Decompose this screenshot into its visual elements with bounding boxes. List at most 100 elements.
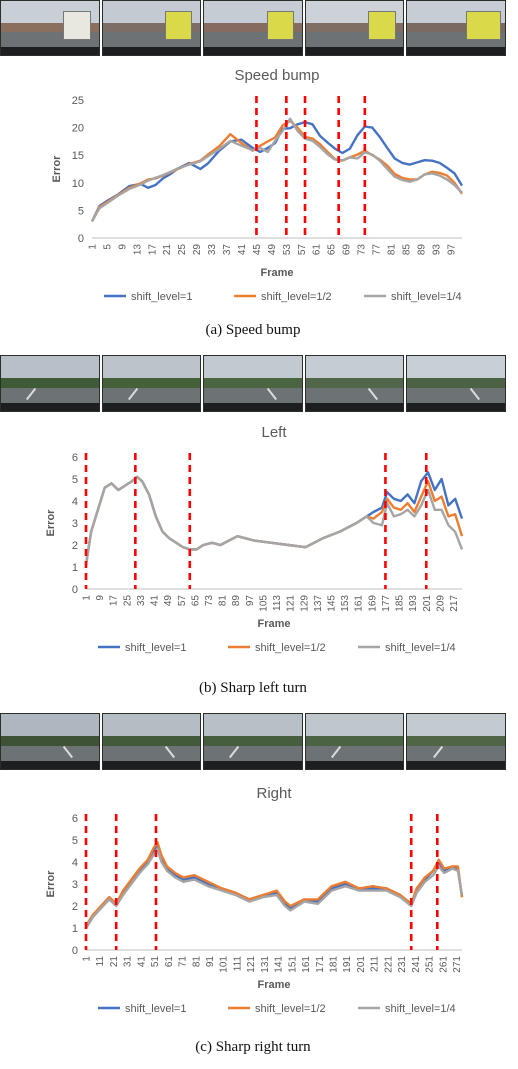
x-tick-label: 185: [395, 595, 406, 612]
x-tick-label: 113: [272, 595, 283, 611]
legend-label: shift_level=1/4: [385, 642, 456, 654]
x-tick-label: 177: [381, 595, 392, 612]
x-tick-label: 111: [232, 956, 243, 972]
y-axis-label: Error: [45, 870, 57, 898]
legend-label: shift_level=1: [125, 642, 186, 654]
x-tick-label: 193: [408, 595, 419, 612]
x-tick-label: 9: [95, 595, 106, 601]
x-tick-label: 49: [163, 595, 174, 607]
y-tick-label: 4: [72, 857, 78, 869]
legend-label: shift_level=1/4: [391, 291, 462, 303]
x-tick-label: 81: [218, 595, 229, 607]
x-tick-label: 5: [102, 244, 113, 250]
x-tick-label: 97: [446, 244, 457, 256]
series-line-2: [84, 475, 464, 565]
x-tick-label: 73: [204, 595, 215, 607]
x-tick-label: 201: [356, 956, 367, 973]
y-axis-label: Error: [45, 509, 57, 537]
x-tick-label: 49: [267, 244, 278, 256]
x-tick-label: 91: [205, 956, 216, 968]
x-tick-label: 141: [274, 956, 285, 973]
x-tick-label: 33: [136, 595, 147, 607]
y-tick-label: 0: [78, 233, 84, 245]
x-tick-label: 57: [297, 244, 308, 256]
x-tick-label: 17: [147, 244, 158, 256]
video-frame: [0, 0, 100, 56]
series-line-3: [84, 475, 464, 565]
video-frame: [0, 355, 100, 412]
video-frame: [406, 713, 506, 770]
x-tick-label: 57: [177, 595, 188, 607]
video-frame: [304, 0, 405, 56]
video-frame: [203, 355, 303, 412]
x-tick-label: 121: [286, 595, 297, 612]
x-tick-label: 29: [192, 244, 203, 256]
x-tick-label: 137: [313, 595, 324, 612]
x-tick-label: 105: [258, 595, 269, 612]
y-tick-label: 5: [78, 205, 84, 217]
video-frame: [101, 0, 202, 56]
x-tick-label: 101: [219, 956, 230, 973]
x-tick-label: 51: [150, 956, 161, 968]
caption-right: (c) Sharp right turn: [195, 1039, 311, 1055]
x-tick-label: 81: [191, 956, 202, 968]
x-tick-label: 45: [252, 244, 263, 256]
video-frame: [304, 713, 405, 770]
x-tick-label: 221: [383, 956, 394, 973]
y-tick-label: 25: [72, 95, 84, 107]
x-tick-label: 25: [122, 595, 133, 607]
x-tick-label: 21: [162, 244, 173, 256]
y-tick-label: 3: [72, 518, 78, 530]
series-line-1: [84, 845, 464, 929]
series-line-2: [84, 840, 464, 927]
x-tick-label: 41: [150, 595, 161, 607]
legend-label: shift_level=1: [131, 291, 192, 303]
x-tick-label: 85: [401, 244, 412, 256]
x-tick-label: 121: [246, 956, 257, 973]
x-tick-label: 251: [425, 956, 436, 973]
x-tick-label: 53: [282, 244, 293, 256]
frame-strip-speed-bump: [0, 0, 506, 56]
legend-label: shift_level=1: [125, 1003, 186, 1015]
x-tick-label: 73: [357, 244, 368, 256]
y-tick-label: 0: [72, 584, 78, 596]
x-tick-label: 1: [82, 595, 93, 601]
x-tick-label: 21: [109, 956, 120, 968]
y-tick-label: 1: [72, 923, 78, 935]
x-tick-label: 191: [342, 956, 353, 973]
y-axis-label: Error: [51, 155, 63, 183]
video-frame: [0, 713, 100, 770]
x-axis-label: Frame: [260, 267, 293, 279]
series-line-1: [84, 471, 464, 565]
video-frame: [406, 0, 506, 56]
x-tick-label: 69: [342, 244, 353, 256]
chart-title: Left: [261, 424, 287, 441]
frame-strip-right: [0, 713, 506, 770]
x-tick-label: 145: [326, 595, 337, 612]
chart-title: Right: [256, 785, 292, 802]
x-tick-label: 161: [354, 595, 365, 612]
x-tick-label: 129: [299, 595, 310, 612]
x-tick-label: 181: [329, 956, 340, 973]
x-tick-label: 93: [431, 244, 442, 256]
x-tick-label: 61: [164, 956, 175, 968]
caption-left: (b) Sharp left turn: [199, 680, 307, 696]
chart-title: Speed bump: [234, 67, 319, 84]
y-tick-label: 3: [72, 879, 78, 891]
x-tick-label: 153: [340, 595, 351, 612]
y-tick-label: 0: [72, 945, 78, 957]
x-tick-label: 37: [222, 244, 233, 256]
y-tick-label: 15: [72, 150, 84, 162]
y-tick-label: 2: [72, 901, 78, 913]
x-tick-label: 89: [416, 244, 427, 256]
legend-label: shift_level=1/2: [255, 642, 326, 654]
caption-speed-bump: (a) Speed bump: [205, 322, 301, 338]
x-tick-label: 231: [397, 956, 408, 973]
video-frame: [101, 713, 202, 770]
x-tick-label: 17: [109, 595, 120, 607]
y-tick-label: 5: [72, 474, 78, 486]
legend-label: shift_level=1/2: [261, 291, 332, 303]
legend-label: shift_level=1/2: [255, 1003, 326, 1015]
